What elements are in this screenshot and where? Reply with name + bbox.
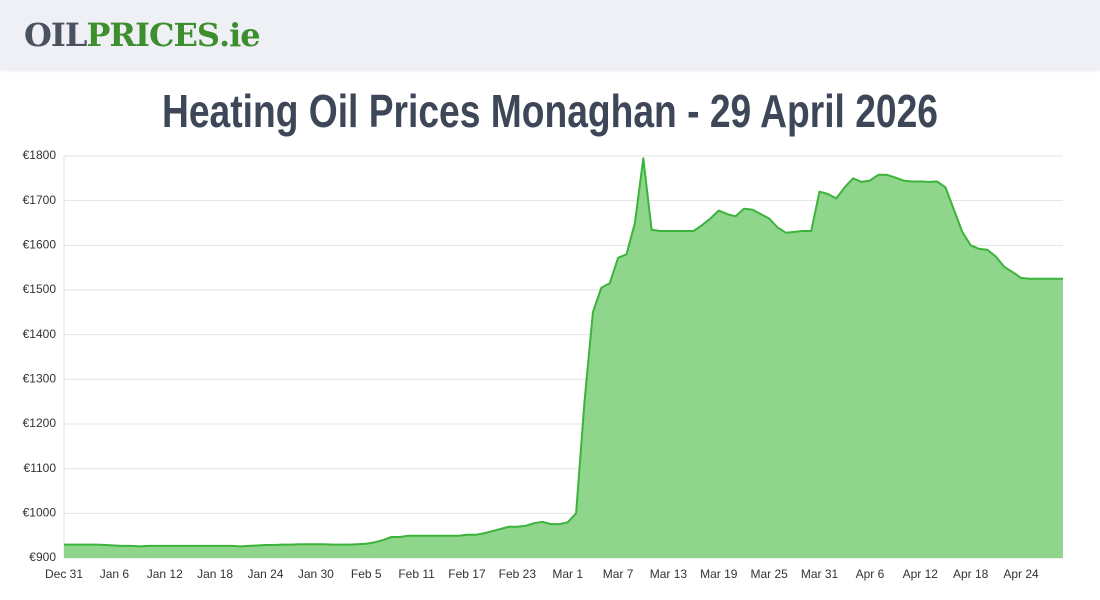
x-tick-label: Feb 5 [351, 567, 382, 581]
x-tick-label: Dec 31 [45, 567, 83, 581]
x-tick-label: Jan 12 [147, 567, 183, 581]
y-tick-label: €1100 [24, 461, 57, 475]
y-tick-label: €1600 [23, 238, 57, 252]
x-tick-label: Jan 18 [197, 567, 233, 581]
x-tick-label: Feb 17 [448, 567, 486, 581]
x-tick-label: Feb 11 [398, 567, 435, 581]
x-tick-label: Apr 12 [903, 567, 939, 581]
y-tick-label: €1800 [23, 148, 57, 162]
x-tick-label: Mar 13 [650, 567, 688, 581]
y-tick-label: €1400 [23, 327, 57, 341]
header: OILPRICES.ie [0, 0, 1100, 70]
x-tick-label: Mar 7 [603, 567, 634, 581]
y-tick-label: €1000 [23, 506, 57, 520]
x-tick-label: Jan 30 [298, 567, 334, 581]
x-tick-label: Jan 6 [100, 567, 130, 581]
x-tick-label: Feb 23 [499, 567, 537, 581]
x-tick-label: Mar 25 [750, 567, 788, 581]
x-tick-label: Mar 1 [552, 567, 583, 581]
y-tick-label: €900 [29, 550, 56, 564]
x-tick-label: Mar 19 [700, 567, 738, 581]
x-tick-label: Apr 24 [1003, 567, 1039, 581]
y-tick-label: €1700 [23, 193, 57, 207]
y-tick-label: €1500 [23, 282, 57, 296]
logo-part: .ie [218, 16, 261, 54]
chart-title: Heating Oil Prices Monaghan - 29 April 2… [162, 85, 938, 137]
x-tick-label: Apr 6 [856, 567, 885, 581]
y-tick-label: €1300 [23, 372, 57, 386]
area-line [64, 157, 1063, 548]
area-fill [64, 158, 1063, 558]
chart: Heating Oil Prices Monaghan - 29 April 2… [23, 85, 1063, 581]
logo-part: PRICES [86, 16, 220, 54]
logo[interactable]: OILPRICES.ie [24, 16, 261, 54]
logo-part: OIL [24, 16, 87, 54]
x-tick-label: Mar 31 [801, 567, 839, 581]
x-tick-label: Apr 18 [953, 567, 989, 581]
y-tick-label: €1200 [23, 416, 57, 430]
x-tick-label: Jan 24 [247, 567, 283, 581]
